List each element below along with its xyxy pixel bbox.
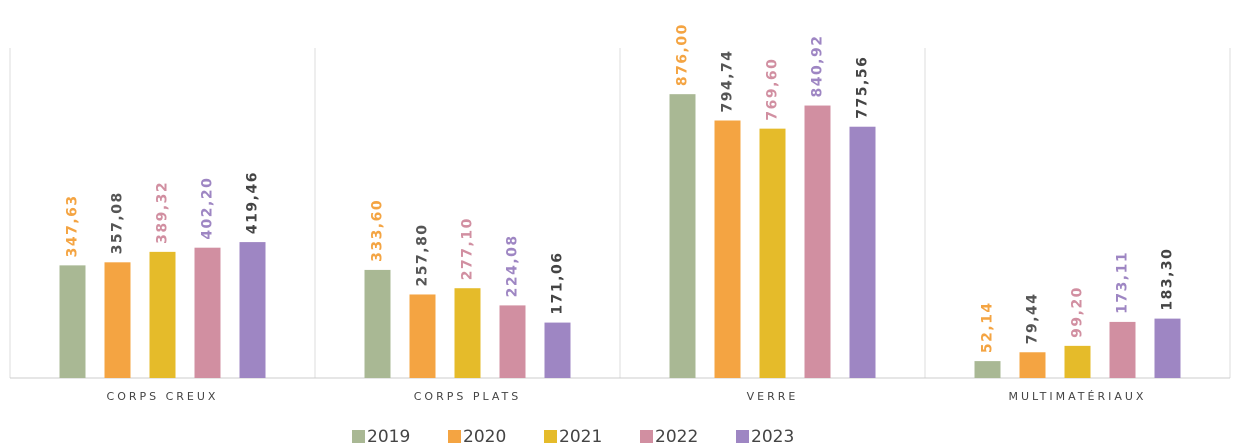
- legend-label: 2021: [559, 427, 602, 445]
- bar: [759, 128, 786, 378]
- bar: [59, 265, 86, 378]
- legend-swatch: [736, 430, 749, 443]
- legend-swatch: [448, 430, 461, 443]
- bar: [849, 126, 876, 378]
- bar: [1154, 318, 1181, 378]
- bar: [1019, 352, 1046, 378]
- legend-label: 2020: [463, 427, 506, 445]
- bar: [239, 242, 266, 378]
- data-label: 876,00: [675, 23, 691, 86]
- data-label: 402,20: [200, 177, 216, 240]
- bar: [1109, 321, 1136, 378]
- legend-label: 2022: [655, 427, 698, 445]
- legend-swatch: [352, 430, 365, 443]
- data-label: 183,30: [1160, 248, 1176, 311]
- data-label: 52,14: [980, 301, 996, 353]
- data-label: 357,08: [110, 191, 126, 254]
- bar: [499, 305, 526, 378]
- bar: [104, 262, 131, 378]
- legend-swatch: [640, 430, 653, 443]
- data-label: 840,92: [810, 35, 826, 98]
- x-tick-label: VERRE: [747, 390, 799, 403]
- data-label: 389,32: [155, 181, 171, 244]
- bar: [454, 288, 481, 378]
- data-label: 99,20: [1070, 286, 1086, 338]
- data-label: 419,46: [245, 171, 261, 234]
- bar: [804, 105, 831, 378]
- bar: [669, 94, 696, 379]
- legend-label: 2019: [367, 427, 410, 445]
- data-label: 79,44: [1025, 292, 1041, 344]
- data-label: 347,63: [65, 194, 81, 257]
- data-label: 277,10: [460, 217, 476, 280]
- bar: [149, 251, 176, 378]
- legend-label: 2023: [751, 427, 794, 445]
- bar: [1064, 345, 1091, 378]
- data-label: 257,80: [415, 223, 431, 286]
- bar: [409, 294, 436, 378]
- x-tick-label: CORPS PLATS: [414, 390, 521, 403]
- data-label: 173,11: [1115, 251, 1131, 314]
- legend-swatch: [544, 430, 557, 443]
- bar: [974, 361, 1001, 378]
- data-label: 171,06: [550, 252, 566, 315]
- data-label: 224,08: [505, 234, 521, 297]
- bar: [544, 322, 571, 378]
- data-label: 794,74: [720, 49, 736, 112]
- bar: [364, 269, 391, 378]
- data-label: 769,60: [765, 58, 781, 121]
- data-label: 333,60: [370, 199, 386, 262]
- x-tick-label: MULTIMATÉRIAUX: [1009, 390, 1147, 403]
- bar: [194, 247, 221, 378]
- x-tick-label: CORPS CREUX: [107, 390, 219, 403]
- bar: [714, 120, 741, 378]
- data-label: 775,56: [855, 56, 871, 119]
